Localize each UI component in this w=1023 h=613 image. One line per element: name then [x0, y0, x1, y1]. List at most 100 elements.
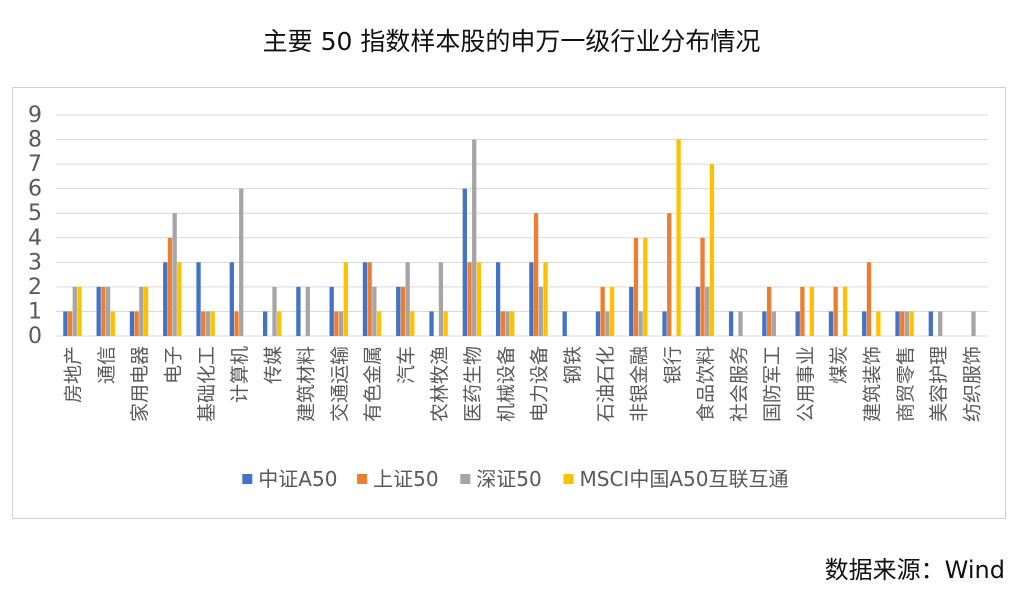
legend-swatch	[563, 474, 574, 484]
bar	[800, 286, 805, 336]
legend-label: 深证50	[476, 467, 541, 491]
bar	[362, 262, 368, 336]
bar	[205, 311, 211, 336]
x-tick-label: 石油石化	[595, 346, 617, 422]
bar	[77, 286, 82, 336]
x-tick-label: 房地产	[63, 346, 85, 403]
bar	[177, 262, 182, 336]
bar	[638, 311, 643, 336]
x-tick-label: 公用事业	[795, 346, 817, 422]
y-tick-label: 1	[28, 299, 42, 324]
bar	[105, 286, 111, 336]
bar	[476, 262, 482, 336]
bar	[405, 262, 410, 336]
y-tick-label: 6	[28, 177, 42, 202]
bar	[438, 262, 444, 336]
x-tick-label: 传媒	[262, 346, 284, 384]
bar	[495, 262, 501, 336]
bar	[505, 311, 510, 336]
bar	[862, 311, 867, 336]
bar	[695, 286, 700, 336]
bar	[343, 262, 348, 336]
bar	[529, 262, 534, 336]
bar	[876, 311, 881, 336]
y-tick-label: 4	[28, 226, 42, 251]
bar	[400, 286, 406, 336]
bar	[643, 237, 648, 336]
y-tick-label: 5	[28, 201, 42, 226]
bar	[833, 286, 838, 336]
bar	[500, 311, 505, 336]
y-tick-label: 8	[28, 128, 42, 153]
bar	[676, 139, 681, 336]
bar	[700, 237, 705, 336]
bar	[110, 311, 115, 336]
bar	[96, 286, 101, 336]
bar	[367, 262, 372, 336]
bar	[538, 286, 543, 336]
bar	[305, 286, 310, 336]
bar	[866, 262, 872, 336]
bar	[633, 237, 639, 336]
bar	[766, 286, 772, 336]
bar	[372, 286, 377, 336]
bar	[543, 262, 548, 336]
bar	[510, 311, 515, 336]
bar	[134, 311, 139, 336]
bar	[904, 311, 910, 336]
data-source-note: 数据来源：Wind	[824, 556, 1005, 584]
x-tick-label: 建筑材料	[296, 346, 318, 422]
bar	[467, 262, 472, 336]
chart-frame	[12, 87, 1006, 519]
x-tick-label: 社会服务	[728, 346, 750, 422]
legend-label: MSCI中国A50互联互通	[580, 467, 789, 491]
chart-title: 主要 50 指数样本股的申万一级行业分布情况	[262, 27, 761, 56]
bar	[595, 311, 601, 336]
x-tick-label: 基础化工	[196, 346, 218, 422]
bar	[329, 286, 334, 336]
bar	[533, 213, 539, 336]
x-tick-label: 有色金属	[362, 346, 384, 422]
bar	[895, 311, 900, 336]
x-tick-label: 家用电器	[129, 346, 151, 422]
bar	[277, 311, 282, 336]
x-tick-label: 电子	[163, 346, 185, 384]
bar	[234, 311, 239, 336]
x-tick-label: 电力设备	[529, 346, 551, 422]
bar	[396, 286, 401, 336]
x-tick-label: 钢铁	[562, 346, 584, 384]
y-tick-label: 2	[28, 275, 42, 300]
bar	[239, 188, 244, 336]
legend-swatch	[242, 474, 253, 484]
bar	[229, 262, 234, 336]
bar	[762, 311, 767, 336]
x-tick-label: 医药生物	[462, 346, 484, 422]
bar	[63, 311, 68, 336]
bar	[600, 286, 605, 336]
x-tick-label: 国防军工	[762, 346, 784, 422]
x-tick-label: 美容护理	[928, 346, 950, 422]
bar	[429, 311, 434, 336]
x-tick-label: 纺织服饰	[961, 346, 983, 422]
x-tick-label: 通信	[96, 346, 118, 384]
x-tick-label: 汽车	[396, 346, 418, 384]
bar	[795, 311, 800, 336]
x-tick-label: 煤炭	[828, 346, 850, 384]
legend-label: 中证A50	[258, 467, 337, 491]
bar	[272, 286, 277, 336]
bar	[928, 311, 933, 336]
x-tick-label: 银行	[662, 346, 684, 384]
bar	[163, 262, 168, 336]
x-tick-label: 建筑装饰	[862, 346, 884, 422]
bar	[443, 311, 448, 336]
bar	[705, 286, 710, 336]
bar	[101, 286, 106, 336]
bar	[376, 311, 382, 336]
bar	[667, 213, 672, 336]
x-tick-label: 交通运输	[329, 346, 351, 422]
legend-swatch	[460, 474, 471, 484]
x-tick-label: 农林牧渔	[429, 346, 451, 422]
x-tick-label: 非银金融	[629, 346, 651, 422]
y-tick-label: 9	[28, 103, 42, 128]
